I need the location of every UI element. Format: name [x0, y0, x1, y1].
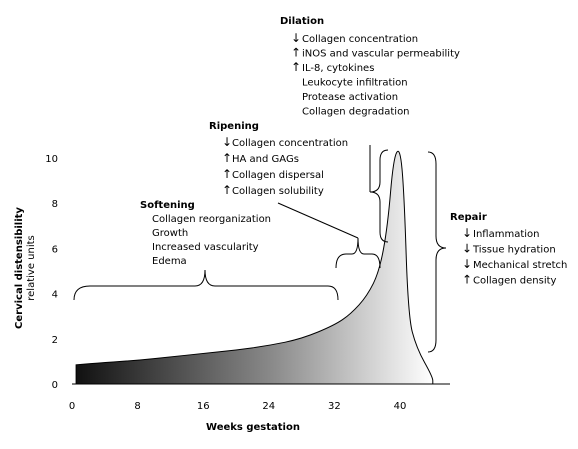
repair-bracket — [427, 151, 447, 353]
distensibility-area — [75, 150, 434, 385]
phase-item: Collagen concentration — [302, 34, 418, 45]
y-axis-units: relative units — [26, 235, 37, 300]
phase-item: Increased vascularity — [152, 242, 259, 253]
phase-title: Repair — [450, 212, 487, 223]
phase-item: Collagen solubility — [232, 186, 324, 197]
phase-item: HA and GAGs — [232, 154, 299, 165]
up-arrow-icon: ↑ — [222, 151, 232, 165]
softening-annotation: Softening Collagen reorganization Growth In… — [140, 200, 271, 267]
down-arrow-icon: ↓ — [462, 257, 472, 271]
phase-item: Collagen dispersal — [232, 170, 324, 181]
up-arrow-icon: ↑ — [291, 46, 301, 60]
ripening-annotation: Ripening↓ Collagen concentration↑ HA and G… — [209, 121, 348, 197]
phase-title: Softening — [140, 200, 195, 211]
dilation-annotation: Dilation↓ Collagen concentration↑ iNOS and… — [280, 16, 460, 118]
phase-item: Collagen reorganization — [152, 214, 271, 225]
phase-item: Growth — [152, 228, 188, 239]
phase-item: iNOS and vascular permeability — [302, 49, 460, 60]
up-arrow-icon: ↑ — [291, 60, 301, 74]
y-tick-label: 6 — [52, 244, 58, 255]
down-arrow-icon: ↓ — [291, 31, 301, 45]
down-arrow-icon: ↓ — [462, 226, 472, 240]
phase-item: Mechanical stretch — [473, 260, 567, 271]
y-tick-label: 2 — [52, 335, 58, 346]
up-arrow-icon: ↑ — [462, 273, 472, 287]
x-axis-label: Weeks gestation — [206, 422, 300, 433]
down-arrow-icon: ↓ — [222, 135, 232, 149]
x-tick-label: 40 — [394, 401, 407, 412]
phase-title: Ripening — [209, 121, 259, 132]
x-tick-label: 8 — [134, 401, 140, 412]
phase-item: Protease activation — [302, 92, 398, 103]
phase-item: Collagen concentration — [232, 138, 348, 149]
phase-item: Edema — [152, 256, 187, 267]
y-tick-label: 8 — [52, 199, 58, 210]
y-tick-label: 4 — [52, 290, 58, 301]
dilation-bracket — [369, 149, 389, 243]
repair-annotation: Repair↓ Inflammation↓ Tissue hydration↓ Mec… — [450, 212, 567, 287]
x-ticks: 0 8 16 24 32 40 — [69, 401, 407, 412]
y-tick-label: 10 — [45, 154, 58, 165]
phase-item: Inflammation — [473, 229, 539, 240]
phase-item: Collagen density — [473, 276, 557, 287]
up-arrow-icon: ↑ — [222, 167, 232, 181]
down-arrow-icon: ↓ — [462, 242, 472, 256]
phase-title: Dilation — [280, 16, 324, 27]
ripening-bracket — [335, 237, 381, 269]
phase-item: Collagen degradation — [302, 107, 410, 118]
x-tick-label: 24 — [262, 401, 275, 412]
x-tick-label: 16 — [197, 401, 210, 412]
y-tick-label: 0 — [52, 380, 58, 391]
softening-bracket — [73, 269, 339, 301]
phase-item: Leukocyte infiltration — [302, 78, 408, 89]
y-axis-label: Cervical distensibility — [14, 207, 25, 329]
phase-item: IL-8, cytokines — [302, 63, 374, 74]
up-arrow-icon: ↑ — [222, 183, 232, 197]
y-ticks: 0 2 4 6 8 10 — [45, 154, 58, 391]
ripening-pointer — [277, 202, 359, 239]
x-tick-label: 32 — [328, 401, 341, 412]
phase-item: Tissue hydration — [472, 245, 556, 256]
x-tick-label: 0 — [69, 401, 75, 412]
